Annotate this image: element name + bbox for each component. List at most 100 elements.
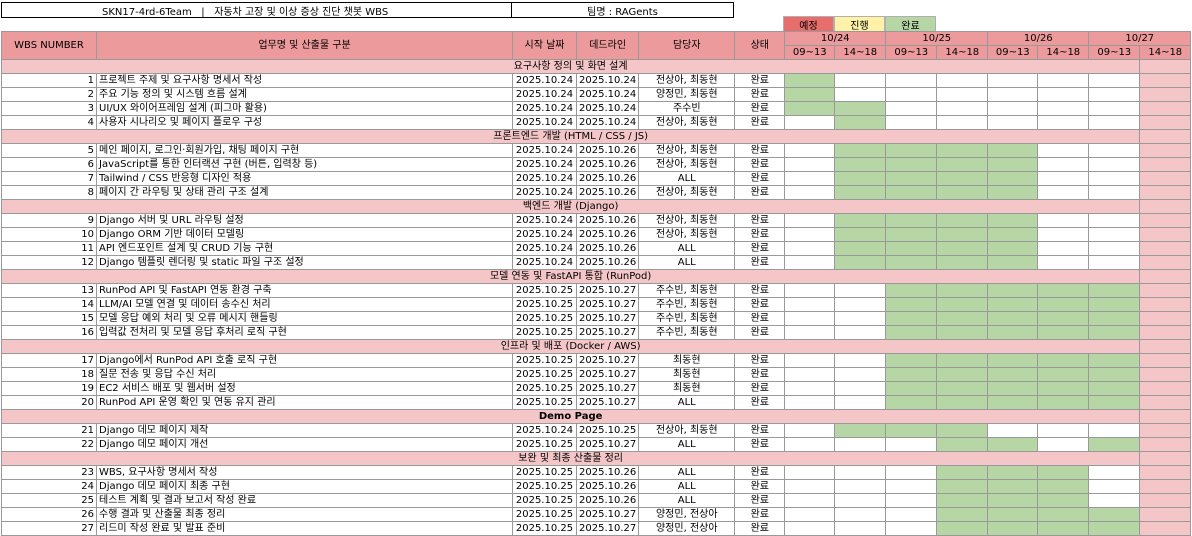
start-date-cell[interactable]: 2025.10.25 <box>512 479 577 494</box>
gantt-cell[interactable] <box>834 493 887 508</box>
gantt-cell-done[interactable] <box>987 255 1039 270</box>
gantt-cell-done[interactable] <box>1088 311 1141 326</box>
gantt-cell-done[interactable] <box>834 255 887 270</box>
task-name-cell[interactable]: Django ORM 기반 데이터 모델링 <box>96 227 513 242</box>
gantt-cell-done[interactable] <box>1037 311 1090 326</box>
status-cell[interactable]: 완료 <box>734 325 786 340</box>
gantt-cell-done[interactable] <box>885 185 938 200</box>
gantt-cell[interactable] <box>834 283 887 298</box>
gantt-cell[interactable] <box>784 171 836 186</box>
gantt-cell-done[interactable] <box>936 171 989 186</box>
owner-cell[interactable]: 주수빈, 최동현 <box>638 283 736 298</box>
deadline-cell[interactable]: 2025.10.26 <box>575 171 640 186</box>
gantt-cell[interactable] <box>784 423 836 438</box>
start-date-cell[interactable]: 2025.10.24 <box>512 115 577 130</box>
start-date-cell[interactable]: 2025.10.25 <box>512 311 577 326</box>
gantt-cell-done[interactable] <box>1088 283 1141 298</box>
gantt-cell-done[interactable] <box>936 283 989 298</box>
gantt-cell[interactable] <box>1139 227 1192 242</box>
deadline-cell[interactable]: 2025.10.26 <box>575 185 640 200</box>
deadline-cell[interactable]: 2025.10.26 <box>575 255 640 270</box>
owner-cell[interactable]: 전상아, 최동현 <box>638 143 736 158</box>
gantt-cell[interactable] <box>1139 311 1192 326</box>
gantt-cell-done[interactable] <box>1088 297 1141 312</box>
deadline-cell[interactable]: 2025.10.27 <box>575 367 640 382</box>
header-slot[interactable]: 14~18 <box>1139 45 1192 60</box>
gantt-cell-done[interactable] <box>987 241 1039 256</box>
deadline-cell[interactable]: 2025.10.24 <box>575 87 640 102</box>
header-start-date[interactable]: 시작 날짜 <box>512 31 577 60</box>
gantt-cell-done[interactable] <box>987 283 1039 298</box>
gantt-cell[interactable] <box>987 423 1039 438</box>
deadline-cell[interactable]: 2025.10.26 <box>575 493 640 508</box>
gantt-cell[interactable] <box>1037 73 1090 88</box>
gantt-cell[interactable] <box>885 493 938 508</box>
status-cell[interactable]: 완료 <box>734 311 786 326</box>
start-date-cell[interactable]: 2025.10.25 <box>512 353 577 368</box>
gantt-cell-done[interactable] <box>936 227 989 242</box>
gantt-cell-done[interactable] <box>936 437 989 452</box>
gantt-cell[interactable] <box>1037 171 1090 186</box>
gantt-cell-done[interactable] <box>834 241 887 256</box>
gantt-cell-done[interactable] <box>885 395 938 410</box>
gantt-cell[interactable] <box>784 143 836 158</box>
owner-cell[interactable]: ALL <box>638 465 736 480</box>
gantt-cell-done[interactable] <box>936 465 989 480</box>
status-cell[interactable]: 완료 <box>734 101 786 116</box>
owner-cell[interactable]: 전상아, 최동현 <box>638 157 736 172</box>
wbs-number-cell[interactable]: 27 <box>1 521 97 536</box>
gantt-cell-done[interactable] <box>987 143 1039 158</box>
gantt-cell-done[interactable] <box>1037 479 1090 494</box>
gantt-cell[interactable] <box>1139 325 1192 340</box>
wbs-number-cell[interactable]: 2 <box>1 87 97 102</box>
gantt-cell-done[interactable] <box>936 213 989 228</box>
owner-cell[interactable]: ALL <box>638 255 736 270</box>
gantt-cell-done[interactable] <box>1088 325 1141 340</box>
gantt-cell-done[interactable] <box>987 493 1039 508</box>
gantt-cell-done[interactable] <box>885 381 938 396</box>
gantt-cell[interactable] <box>1139 185 1192 200</box>
start-date-cell[interactable]: 2025.10.24 <box>512 73 577 88</box>
owner-cell[interactable]: 전상아, 최동현 <box>638 423 736 438</box>
start-date-cell[interactable]: 2025.10.25 <box>512 395 577 410</box>
gantt-cell[interactable] <box>1037 255 1090 270</box>
gantt-cell[interactable] <box>784 297 836 312</box>
wbs-number-cell[interactable]: 6 <box>1 157 97 172</box>
owner-cell[interactable]: 주수빈 <box>638 101 736 116</box>
gantt-cell[interactable] <box>936 101 989 116</box>
task-name-cell[interactable]: 프로젝트 주제 및 요구사항 명세서 작성 <box>96 73 513 88</box>
gantt-cell[interactable] <box>1139 423 1192 438</box>
deadline-cell[interactable]: 2025.10.27 <box>575 381 640 396</box>
gantt-cell-done[interactable] <box>1037 325 1090 340</box>
gantt-cell-done[interactable] <box>1037 465 1090 480</box>
gantt-cell[interactable] <box>1139 255 1192 270</box>
start-date-cell[interactable]: 2025.10.24 <box>512 255 577 270</box>
owner-cell[interactable]: ALL <box>638 171 736 186</box>
wbs-number-cell[interactable]: 19 <box>1 381 97 396</box>
gantt-cell-done[interactable] <box>936 479 989 494</box>
status-cell[interactable]: 완료 <box>734 395 786 410</box>
task-name-cell[interactable]: Django 서버 및 URL 라우팅 설정 <box>96 213 513 228</box>
gantt-cell[interactable] <box>885 87 938 102</box>
gantt-cell-done[interactable] <box>834 143 887 158</box>
gantt-cell-done[interactable] <box>936 143 989 158</box>
status-cell[interactable]: 완료 <box>734 479 786 494</box>
gantt-cell[interactable] <box>1139 381 1192 396</box>
status-cell[interactable]: 완료 <box>734 493 786 508</box>
gantt-cell-done[interactable] <box>1037 297 1090 312</box>
gantt-cell[interactable] <box>1088 255 1141 270</box>
gantt-cell-done[interactable] <box>936 521 989 536</box>
deadline-cell[interactable]: 2025.10.27 <box>575 437 640 452</box>
deadline-cell[interactable]: 2025.10.24 <box>575 73 640 88</box>
gantt-cell[interactable] <box>784 241 836 256</box>
gantt-cell[interactable] <box>1139 73 1192 88</box>
gantt-cell-done[interactable] <box>987 367 1039 382</box>
gantt-cell[interactable] <box>1139 199 1192 214</box>
gantt-cell-done[interactable] <box>1037 283 1090 298</box>
gantt-cell[interactable] <box>885 437 938 452</box>
gantt-cell[interactable] <box>1139 59 1192 74</box>
gantt-cell-done[interactable] <box>1037 507 1090 522</box>
gantt-cell[interactable] <box>1088 185 1141 200</box>
owner-cell[interactable]: 전상아, 최동현 <box>638 73 736 88</box>
gantt-cell-done[interactable] <box>936 255 989 270</box>
